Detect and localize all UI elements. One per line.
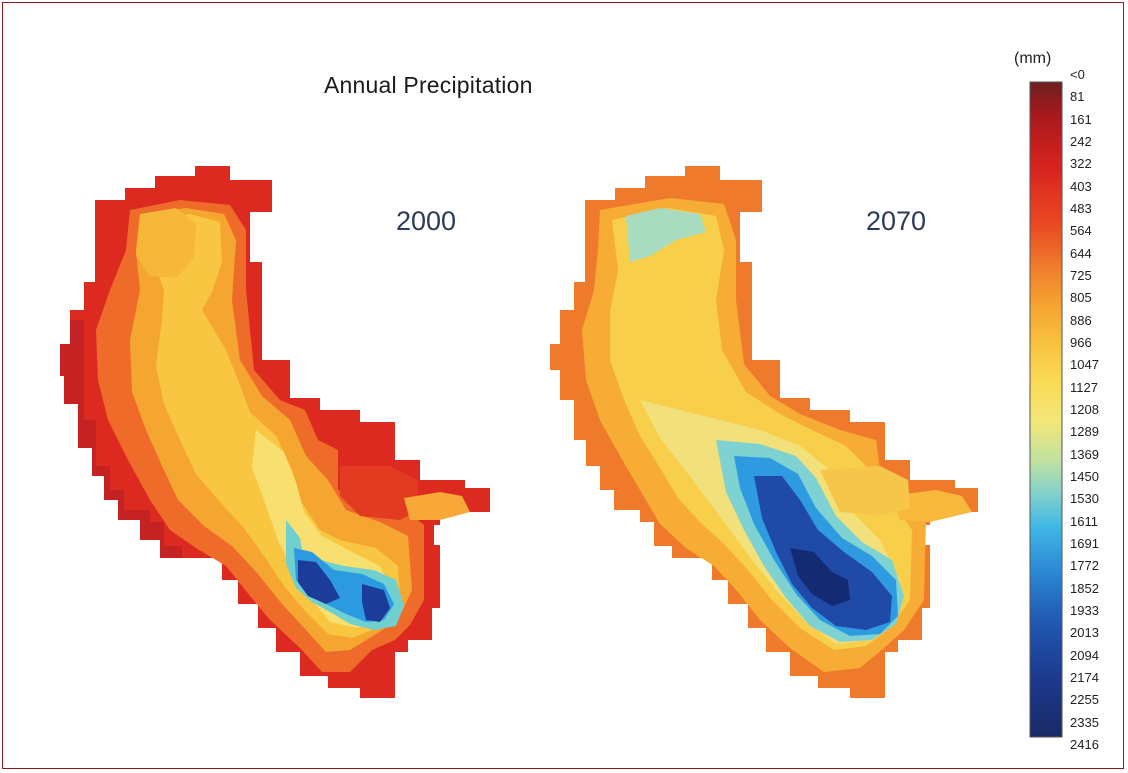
legend-tick-label: 564 xyxy=(1070,223,1092,239)
region-2000-darkblue xyxy=(298,560,390,622)
legend-tick-label: 161 xyxy=(1070,111,1092,127)
legend-tick-label: 966 xyxy=(1070,335,1092,350)
legend-tick-label: 1933 xyxy=(1070,603,1099,618)
legend-tick-label: 1047 xyxy=(1070,357,1099,373)
legend-unit-label: (mm) xyxy=(1014,50,1052,67)
legend-tick-label: 2335 xyxy=(1070,714,1099,730)
legend-tick-label: 2416 xyxy=(1070,737,1099,752)
legend-tick-label: 1530 xyxy=(1070,491,1099,507)
map-2070 xyxy=(550,166,978,698)
legend-tick-label: 403 xyxy=(1070,178,1092,194)
region-2000-darkedge xyxy=(60,320,182,558)
legend-tick-label: 483 xyxy=(1070,201,1092,216)
legend-tick-label: 1127 xyxy=(1070,379,1098,395)
year-label-2000: 2000 xyxy=(396,206,457,236)
legend-tick-label: 1772 xyxy=(1070,558,1099,574)
legend-tick-label: 2013 xyxy=(1070,625,1099,641)
region-2070-neyellow xyxy=(820,466,910,516)
legend-tick-label: 1369 xyxy=(1070,446,1099,462)
legend-tick-label: 1450 xyxy=(1070,469,1099,484)
legend-tick-label: 644 xyxy=(1070,245,1092,261)
colorbar-fill xyxy=(1029,81,1063,738)
map-2000 xyxy=(60,166,490,698)
legend-tick-label: 886 xyxy=(1070,312,1092,328)
legend-tick-label: 2255 xyxy=(1070,692,1099,708)
legend-tick-label: 1208 xyxy=(1070,402,1099,417)
region-2070-darkblue xyxy=(754,476,892,630)
legend-tick-label: 725 xyxy=(1070,268,1092,283)
legend-tick-label: 1691 xyxy=(1070,536,1099,551)
region-2000-nw xyxy=(136,208,196,278)
legend-tick-label: <0 xyxy=(1070,67,1085,82)
year-label-2070: 2070 xyxy=(866,206,927,236)
map-title: Annual Precipitation xyxy=(324,72,533,98)
legend-tick-label: 81 xyxy=(1070,89,1085,105)
region-2070-nwblue xyxy=(626,208,706,262)
region-2000-nebulge xyxy=(340,466,418,520)
legend-tick-label: 1289 xyxy=(1070,424,1099,440)
region-2070-navy xyxy=(790,548,850,606)
legend-tick-label: 1611 xyxy=(1070,513,1098,529)
legend-tick-label: 2174 xyxy=(1070,670,1099,685)
legend-tick-label: 242 xyxy=(1070,134,1092,149)
legend-tick-label: 805 xyxy=(1070,290,1092,306)
legend-tick-label: 2094 xyxy=(1070,647,1099,663)
region-2000-eastlobe xyxy=(404,492,470,520)
legend-tick-label: 1852 xyxy=(1070,580,1099,596)
region-2070-eastlobe xyxy=(890,490,972,522)
legend-tick-label: 322 xyxy=(1070,156,1092,172)
legend-ticks: <0 81 161 242 322 403 483 564 644 725 805 886 966 104… xyxy=(1070,65,1126,755)
